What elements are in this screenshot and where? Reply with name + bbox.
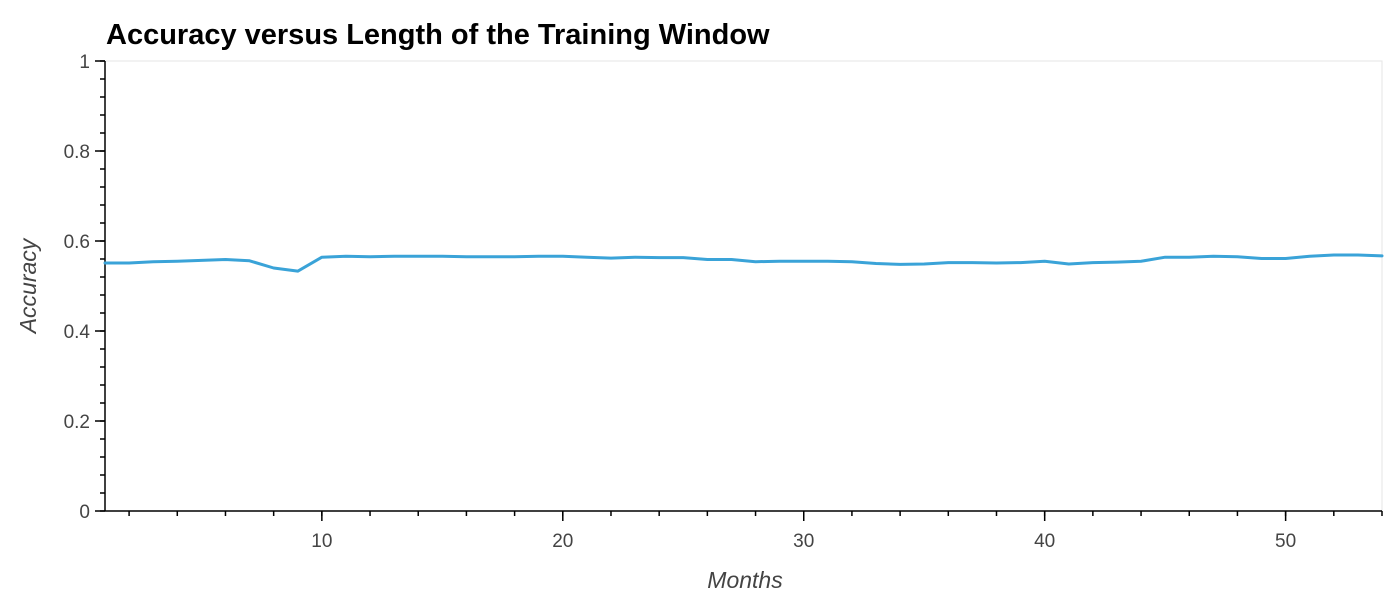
x-tick-label: 10 bbox=[311, 531, 332, 552]
x-axis-label: Months bbox=[707, 567, 783, 593]
y-axis: 0 0.2 0.4 0.6 0.8 1 bbox=[64, 52, 106, 523]
y-tick-label: 0.6 bbox=[64, 232, 90, 253]
y-tick-label: 0.8 bbox=[64, 142, 90, 163]
y-tick-label: 0.2 bbox=[64, 412, 90, 433]
y-tick-label: 0 bbox=[79, 502, 90, 523]
x-tick-label: 30 bbox=[793, 531, 814, 552]
x-tick-label: 40 bbox=[1034, 531, 1055, 552]
x-tick-label: 50 bbox=[1275, 531, 1296, 552]
plot-frame bbox=[104, 60, 1383, 512]
chart-title: Accuracy versus Length of the Training W… bbox=[106, 19, 770, 51]
x-tick-label: 20 bbox=[552, 531, 573, 552]
series-line bbox=[103, 253, 1384, 273]
x-axis: 10 20 30 40 50 bbox=[105, 510, 1383, 552]
series-layer bbox=[103, 253, 1384, 273]
y-axis-label: Accuracy bbox=[15, 237, 41, 335]
y-tick-label: 1 bbox=[79, 52, 90, 73]
y-tick-label: 0.4 bbox=[64, 322, 91, 343]
